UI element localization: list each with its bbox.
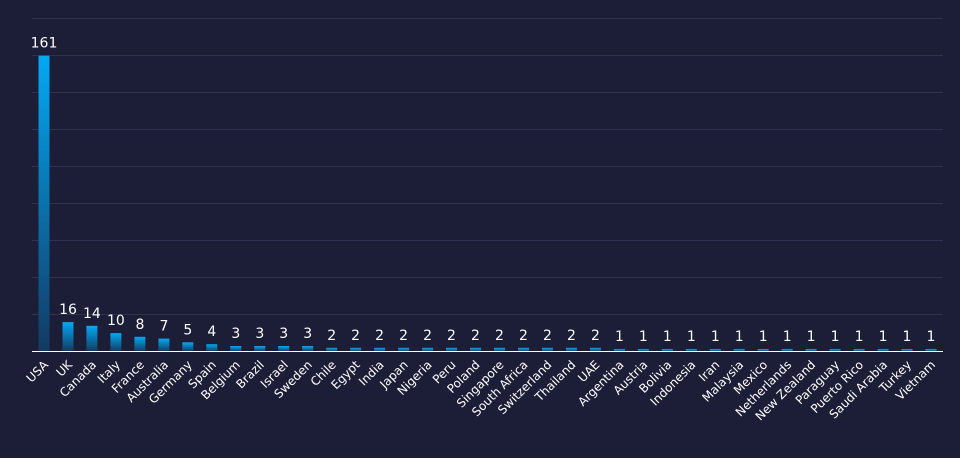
bar-turkey [901,349,913,352]
data-label: 16 [59,302,77,318]
data-label: 1 [927,329,936,345]
bar-singapore [494,347,505,352]
data-label: 2 [327,328,336,344]
data-label: 2 [423,328,432,344]
data-label: 3 [279,326,288,342]
bar-nigeria [422,347,434,352]
data-label: 2 [519,328,528,344]
bar-mexico [757,349,769,352]
data-label: 5 [183,322,192,338]
data-label: 2 [471,328,480,344]
data-label: 1 [711,329,720,345]
bar-brazil [254,346,266,352]
bar-uae [589,347,601,352]
data-label: 1 [687,329,696,345]
bar-austria [637,349,649,352]
data-label: 1 [663,329,672,345]
bar-netherlands [781,349,793,352]
bar-uk [62,322,74,352]
bar-france [134,336,146,352]
bar-israel [278,346,290,352]
data-label: 14 [83,306,101,322]
data-label: 161 [31,36,58,52]
data-label: 2 [591,328,600,344]
bar-thailand [565,347,577,352]
bar-japan [398,347,410,352]
bar-indonesia [685,349,697,352]
data-label: 2 [543,328,552,344]
bar-peru [446,347,457,352]
bar-chile [326,347,338,352]
bar-bolivia [661,349,673,352]
bar-canada [86,325,98,352]
x-tick-labels: USA UKCanadaItalyFranceAustraliaGermanySp… [24,357,938,423]
data-label: 8 [135,317,144,333]
bars [38,55,937,352]
data-label: 1 [735,329,744,345]
data-label: 3 [231,326,240,342]
bar-germany [182,342,194,352]
bar-vietnam [925,349,937,352]
data-label: 1 [639,329,648,345]
bar-italy [110,333,122,352]
bar-saudi-arabia [877,349,889,352]
bar-argentina [613,349,625,352]
bar-spain [206,344,218,352]
data-label: 1 [831,329,840,345]
bar-india [374,347,386,352]
x-tick-label: USA [24,357,52,385]
bar-iran [709,349,721,352]
bar-south-africa [518,347,529,352]
bar-malaysia [733,349,745,352]
bar-sweden [302,346,314,352]
data-label: 2 [567,328,576,344]
bar-switzerland [541,347,553,352]
data-label: 4 [207,324,216,340]
data-label: 7 [159,319,168,335]
data-label: 1 [879,329,888,345]
data-label: 1 [855,329,864,345]
bar-usa [38,55,50,352]
bar-egypt [350,347,362,352]
data-label: 1 [759,329,768,345]
data-label: 2 [495,328,504,344]
data-label: 1 [903,329,912,345]
data-label: 3 [303,326,312,342]
data-label: 1 [807,329,816,345]
bar-australia [158,338,170,352]
gridlines [32,18,943,315]
bar-new-zealand [805,349,817,352]
bar-paraguay [829,349,841,352]
bar-poland [470,347,481,352]
data-label: 1 [615,329,624,345]
bar-belgium [230,346,242,352]
data-label: 1 [783,329,792,345]
data-label: 10 [107,313,125,329]
data-label: 2 [351,328,360,344]
data-label: 2 [375,328,384,344]
data-label: 2 [447,328,456,344]
data-label: 3 [255,326,264,342]
bar-puerto-rico [853,349,865,352]
data-label: 2 [399,328,408,344]
